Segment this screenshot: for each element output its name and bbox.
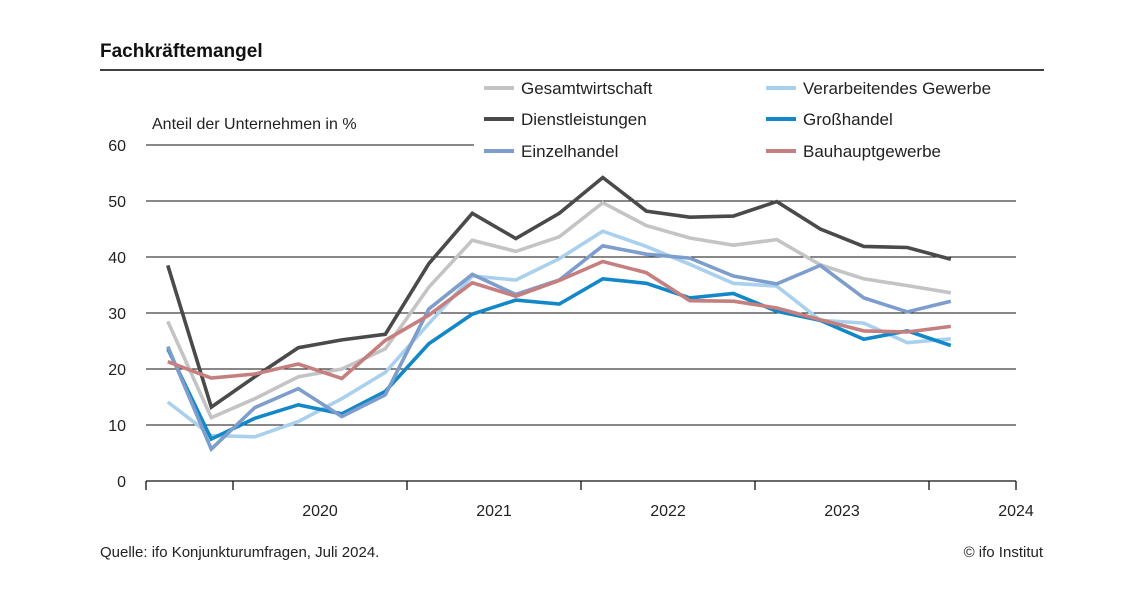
- legend-background: [474, 72, 1042, 164]
- series-line: [166, 276, 952, 442]
- y-tick-label: 50: [108, 194, 126, 211]
- series-line: [166, 243, 952, 453]
- series-line: [167, 259, 952, 381]
- y-tick-label: 0: [117, 474, 126, 491]
- series-lines: [166, 175, 952, 453]
- x-tick-label: 2021: [476, 503, 512, 520]
- y-tick-label: 20: [108, 362, 126, 379]
- legend-label: Einzelhandel: [521, 142, 618, 161]
- gridlines: [146, 144, 1016, 426]
- y-axis-ticks: 0 10 20 30 40 50 60: [108, 138, 126, 491]
- x-tick-label: 2024: [998, 503, 1034, 520]
- legend-label: Verarbeitendes Gewerbe: [803, 79, 991, 98]
- x-tick-label: 2023: [824, 503, 860, 520]
- series-line: [166, 229, 951, 439]
- x-tick-label: 2022: [650, 503, 686, 520]
- y-tick-label: 60: [108, 138, 126, 155]
- legend-label: Dienstleistungen: [521, 110, 647, 129]
- chart-title: Fachkräftemangel: [100, 41, 263, 62]
- copyright-note: © ifo Institut: [964, 544, 1044, 561]
- x-axis: 2020 2021 2022 2023 2024: [145, 480, 1034, 520]
- y-tick-label: 40: [108, 250, 126, 267]
- legend: Gesamtwirtschaft Verarbeitendes Gewerbe Di…: [474, 72, 1042, 164]
- y-tick-label: 30: [108, 306, 126, 323]
- series-line: [166, 175, 952, 410]
- y-tick-label: 10: [108, 418, 126, 435]
- legend-label: Gesamtwirtschaft: [521, 79, 653, 98]
- x-tick-label: 2020: [302, 503, 338, 520]
- legend-label: Bauhauptgewerbe: [803, 142, 941, 161]
- source-note: Quelle: ifo Konjunkturumfragen, Juli 202…: [100, 544, 379, 561]
- y-axis-label: Anteil der Unternehmen in %: [152, 116, 357, 133]
- legend-label: Großhandel: [803, 110, 893, 129]
